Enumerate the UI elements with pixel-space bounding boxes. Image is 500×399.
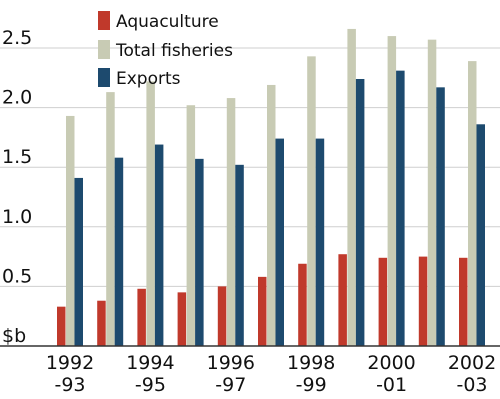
bars xyxy=(57,28,485,347)
legend-label: Aquaculture xyxy=(116,12,219,32)
y-tick-label: 1.5 xyxy=(2,146,32,168)
y-tick-label: 1.0 xyxy=(2,206,32,228)
bar-total-fisheries xyxy=(146,81,155,346)
bar-aquaculture xyxy=(137,288,146,346)
bar-exports xyxy=(195,158,204,346)
bar-total-fisheries xyxy=(468,61,477,346)
bar-exports xyxy=(275,138,284,346)
legend-swatch xyxy=(98,11,110,30)
x-tick-label-second-line: -99 xyxy=(296,374,327,396)
x-tick-label: 1994 xyxy=(126,352,174,374)
bar-total-fisheries xyxy=(226,98,236,347)
bar-total-fisheries xyxy=(307,56,316,347)
bar-exports xyxy=(114,157,124,346)
bar-exports xyxy=(396,70,405,346)
bar-aquaculture xyxy=(217,286,227,346)
bar-total-fisheries xyxy=(106,92,115,346)
x-tick-labels: 1992-93 1994-95 1996-97 1998-99 2000-01 2002-… xyxy=(46,352,496,396)
bar-total-fisheries xyxy=(387,36,397,347)
y-tick-labels: 0.5 1.0 1.5 2.0 2.5 xyxy=(2,27,32,287)
y-tick-label: 2.0 xyxy=(2,87,32,109)
legend-label: Total fisheries xyxy=(115,41,233,61)
y-tick-label: 0.5 xyxy=(2,265,32,287)
bar-exports xyxy=(476,124,485,347)
bar-aquaculture xyxy=(338,254,347,346)
legend-label: Exports xyxy=(116,69,181,89)
bar-exports xyxy=(74,177,83,346)
x-tick-label: 1998 xyxy=(287,352,335,374)
bar-aquaculture xyxy=(418,256,428,346)
bar-exports xyxy=(154,144,164,346)
y-tick-label: 2.5 xyxy=(2,27,32,49)
legend: Aquaculture Total fisheries Exports xyxy=(98,11,233,89)
bar-exports xyxy=(436,87,445,346)
x-tick-label-second-line: -03 xyxy=(456,374,487,396)
x-tick-label: 2002 xyxy=(448,352,496,374)
bar-exports xyxy=(315,138,325,346)
bar-total-fisheries xyxy=(66,115,75,346)
bar-aquaculture xyxy=(57,306,66,346)
bar-exports xyxy=(355,78,365,346)
bar-aquaculture xyxy=(298,263,307,346)
gridlines xyxy=(0,47,500,287)
x-tick-label-second-line: -93 xyxy=(54,374,85,396)
x-tick-label-second-line: -95 xyxy=(135,374,166,396)
x-tick-label: 1996 xyxy=(207,352,255,374)
bar-aquaculture xyxy=(378,257,388,346)
bar-aquaculture xyxy=(258,276,267,346)
x-tick-label-second-line: -01 xyxy=(376,374,407,396)
bar-total-fisheries xyxy=(267,84,276,347)
x-tick-label: 1992 xyxy=(46,352,94,374)
bar-aquaculture xyxy=(177,292,187,346)
bar-total-fisheries xyxy=(427,39,437,346)
bar-aquaculture xyxy=(97,300,106,346)
x-tick-label-second-line: -97 xyxy=(215,374,246,396)
legend-swatch xyxy=(98,68,110,87)
bar-aquaculture xyxy=(459,257,468,346)
bar-total-fisheries xyxy=(347,28,356,346)
x-tick-label: 2000 xyxy=(367,352,415,374)
bar-total-fisheries xyxy=(186,105,196,346)
y-unit-label: $b xyxy=(2,325,26,347)
legend-swatch xyxy=(98,40,110,59)
bar-exports xyxy=(235,164,244,346)
